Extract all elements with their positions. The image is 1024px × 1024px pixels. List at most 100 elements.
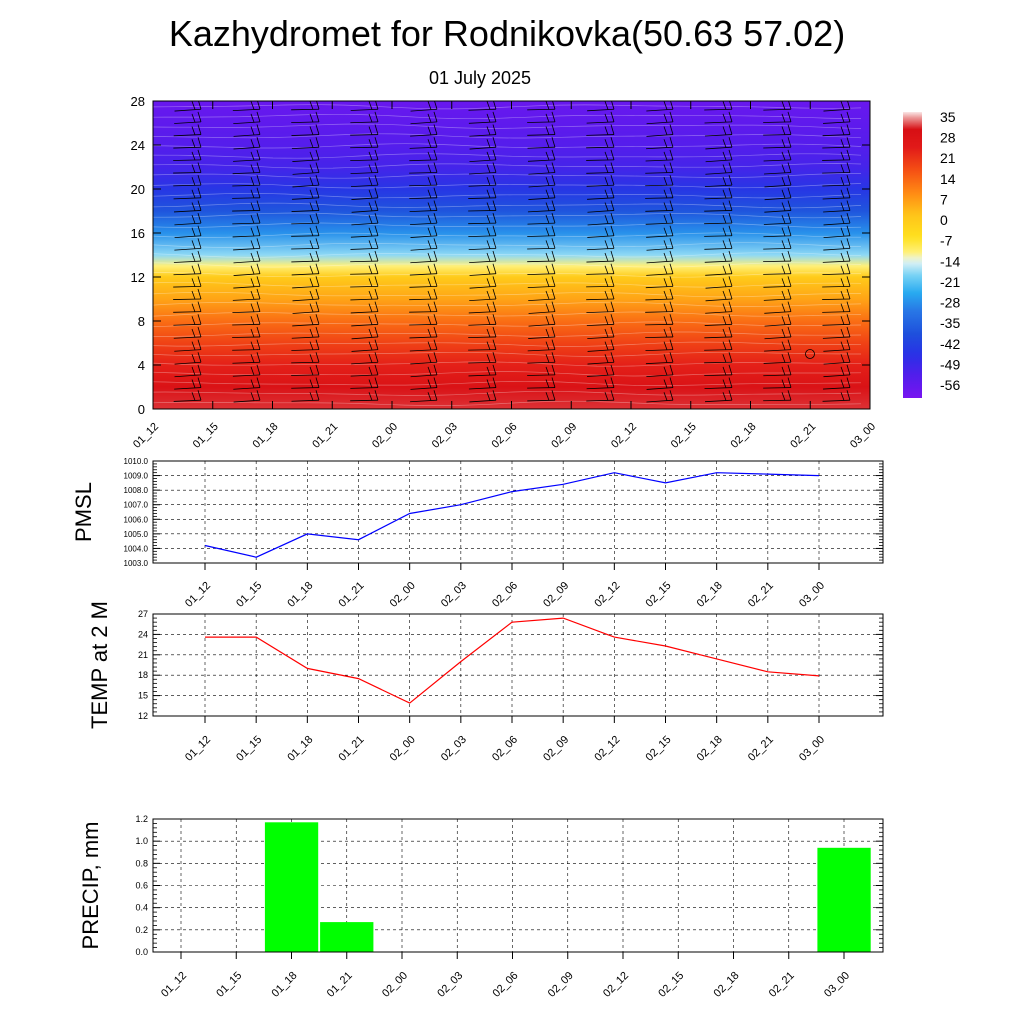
barb-shaft — [646, 248, 674, 251]
barb-flag — [669, 326, 674, 338]
barb-flag — [257, 101, 261, 110]
barb-shaft — [173, 260, 202, 263]
y-tick-label: 20 — [131, 182, 145, 197]
barb-flag — [309, 354, 314, 363]
barb-flag — [840, 164, 845, 173]
precip-bar — [264, 822, 319, 952]
barb-shaft — [469, 285, 497, 289]
barb-flag — [604, 303, 609, 313]
wind-barb — [350, 124, 379, 136]
barb-flag — [197, 326, 202, 338]
barb-flag — [197, 263, 202, 274]
barb-flag — [545, 214, 550, 224]
barb-shaft — [469, 172, 497, 175]
wind-barb — [645, 314, 674, 326]
wind-barb — [292, 276, 320, 289]
barb-flag — [551, 187, 556, 198]
wind-barb — [586, 250, 615, 263]
barb-flag — [846, 377, 851, 388]
barb-flag — [545, 290, 550, 300]
barb-flag — [368, 202, 373, 211]
contour-line — [153, 390, 862, 396]
barb-shaft — [646, 273, 674, 276]
colorbar-label: 28 — [940, 130, 956, 146]
barb-shaft — [232, 222, 261, 225]
barb-flag — [191, 202, 196, 211]
barb-flag — [670, 101, 674, 110]
wind-barb — [704, 364, 733, 377]
barb-flag — [250, 164, 255, 173]
barb-flag — [427, 341, 432, 351]
barb-shaft — [233, 121, 261, 124]
barb-shaft — [291, 336, 320, 339]
wind-barb — [587, 187, 615, 200]
barb-flag — [846, 314, 851, 325]
wind-barb — [587, 101, 615, 112]
barb-flag — [309, 366, 314, 376]
barb-flag — [250, 341, 255, 351]
barb-flag — [315, 288, 320, 300]
barb-flag — [315, 326, 320, 338]
barb-flag — [191, 366, 196, 376]
barb-flag — [368, 252, 373, 262]
barb-flag — [374, 238, 379, 249]
barb-shaft — [232, 298, 261, 301]
barb-flag — [663, 354, 668, 363]
barb-flag — [486, 240, 491, 249]
wind-barb — [763, 111, 792, 123]
barb-flag — [427, 113, 432, 123]
barb-flag — [604, 252, 609, 262]
barb-flag — [427, 189, 432, 199]
wind-barb — [409, 200, 438, 213]
wind-barb — [646, 137, 674, 150]
wind-barb — [527, 390, 556, 402]
barb-flag — [492, 111, 497, 123]
wind-barb — [173, 276, 202, 288]
wind-barb — [528, 162, 556, 175]
wind-barb — [292, 162, 320, 175]
barb-shaft — [409, 197, 438, 200]
barb-flag — [545, 278, 550, 287]
barb-shaft — [586, 387, 615, 390]
barb-shaft — [764, 210, 792, 213]
barb-flag — [368, 164, 373, 173]
wind-barb — [409, 175, 438, 187]
barb-flag — [256, 352, 261, 363]
wind-barb — [468, 377, 497, 390]
barb-flag — [663, 227, 668, 237]
barb-flag — [781, 227, 786, 237]
x-tick-label: 02_12 — [592, 734, 622, 764]
barb-flag — [545, 189, 550, 199]
barb-flag — [197, 162, 202, 173]
barb-flag — [486, 189, 491, 199]
barb-flag — [374, 288, 379, 300]
wind-barb — [587, 225, 615, 238]
barb-shaft — [705, 298, 733, 302]
barb-flag — [374, 314, 379, 325]
x-tick-label: 01_12 — [131, 421, 161, 451]
colorbar-label: -56 — [940, 377, 960, 393]
barb-flag — [486, 202, 491, 211]
barb-shaft — [527, 374, 556, 376]
wind-barb — [292, 149, 320, 162]
barb-flag — [669, 200, 674, 211]
barb-flag — [604, 164, 609, 173]
barb-flag — [663, 177, 668, 186]
wind-barb — [646, 377, 674, 390]
barb-shaft — [822, 159, 851, 161]
contour-line — [153, 321, 862, 327]
barb-flag — [781, 379, 786, 388]
wind-barb — [587, 212, 615, 226]
wind-barb — [232, 225, 261, 238]
barb-shaft — [763, 374, 792, 377]
barb-shaft — [645, 184, 674, 187]
wind-barb — [763, 352, 792, 364]
barb-flag — [368, 278, 373, 287]
y-tick-label: 1005.0 — [124, 530, 149, 539]
barb-flag — [604, 278, 609, 287]
wind-barb — [587, 339, 615, 352]
barb-flag — [315, 111, 320, 123]
contour-line — [153, 291, 862, 298]
wind-barb — [586, 288, 615, 301]
barb-flag — [846, 149, 851, 160]
